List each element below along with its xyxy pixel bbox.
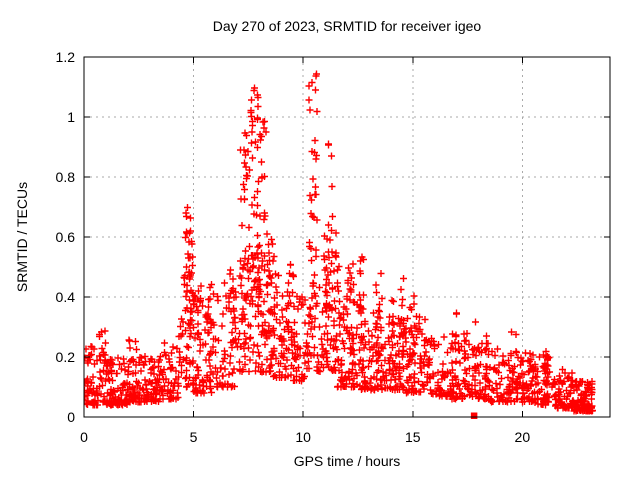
y-tick-label: 0 xyxy=(67,409,75,425)
y-axis-label: SRMTID / TECUs xyxy=(14,182,30,292)
y-tick-labels: 0 0.2 0.4 0.6 0.8 1 1.2 xyxy=(56,49,76,425)
x-tick-label: 0 xyxy=(80,429,88,445)
y-tick-label: 1.2 xyxy=(56,49,76,65)
scatter-points xyxy=(84,70,596,415)
x-tick-label: 10 xyxy=(295,429,311,445)
y-tick-label: 1 xyxy=(67,109,75,125)
y-tick-label: 0.8 xyxy=(56,169,76,185)
y-tick-label: 0.6 xyxy=(56,229,76,245)
x-tick-label: 15 xyxy=(405,429,421,445)
x-tick-label: 5 xyxy=(190,429,198,445)
gridlines xyxy=(84,57,610,417)
plot-frame-and-ticks xyxy=(83,56,611,418)
outlier-square-marker xyxy=(470,412,478,419)
y-tick-label: 0.4 xyxy=(56,289,76,305)
x-tick-label: 20 xyxy=(515,429,531,445)
x-tick-labels: 0 5 10 15 20 xyxy=(80,429,530,445)
x-axis-label: GPS time / hours xyxy=(294,453,401,469)
y-tick-label: 0.2 xyxy=(56,349,76,365)
chart-title: Day 270 of 2023, SRMTID for receiver ige… xyxy=(213,18,482,34)
